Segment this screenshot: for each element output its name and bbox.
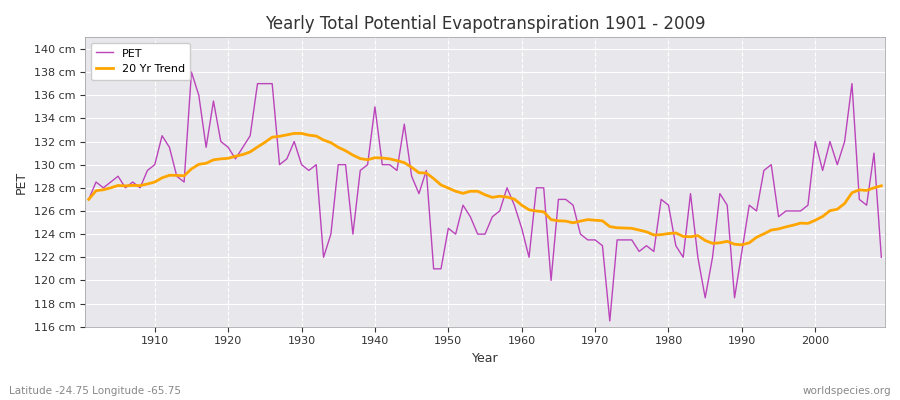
20 Yr Trend (289, 131, 300, 136)
PET (619, 238, 630, 242)
20 Yr Trend (612, 225, 623, 230)
Text: Latitude -24.75 Longitude -65.75: Latitude -24.75 Longitude -65.75 (9, 386, 181, 396)
Y-axis label: PET: PET (15, 170, 28, 194)
PET (355, 168, 365, 173)
20 Yr Trend (876, 183, 886, 188)
20 Yr Trend (310, 134, 321, 138)
PET (524, 255, 535, 260)
PET (142, 168, 153, 173)
PET (876, 255, 886, 260)
PET (310, 162, 321, 167)
20 Yr Trend (84, 197, 94, 202)
X-axis label: Year: Year (472, 352, 499, 365)
Line: 20 Yr Trend: 20 Yr Trend (89, 134, 881, 245)
PET (605, 318, 616, 323)
PET (186, 70, 197, 74)
Title: Yearly Total Potential Evapotranspiration 1901 - 2009: Yearly Total Potential Evapotranspiratio… (265, 15, 706, 33)
20 Yr Trend (524, 208, 535, 212)
20 Yr Trend (142, 182, 153, 186)
20 Yr Trend (517, 203, 527, 208)
20 Yr Trend (355, 156, 365, 161)
PET (517, 226, 527, 231)
Line: PET: PET (89, 72, 881, 321)
20 Yr Trend (736, 242, 747, 247)
Text: worldspecies.org: worldspecies.org (803, 386, 891, 396)
PET (84, 197, 94, 202)
Legend: PET, 20 Yr Trend: PET, 20 Yr Trend (91, 43, 191, 80)
